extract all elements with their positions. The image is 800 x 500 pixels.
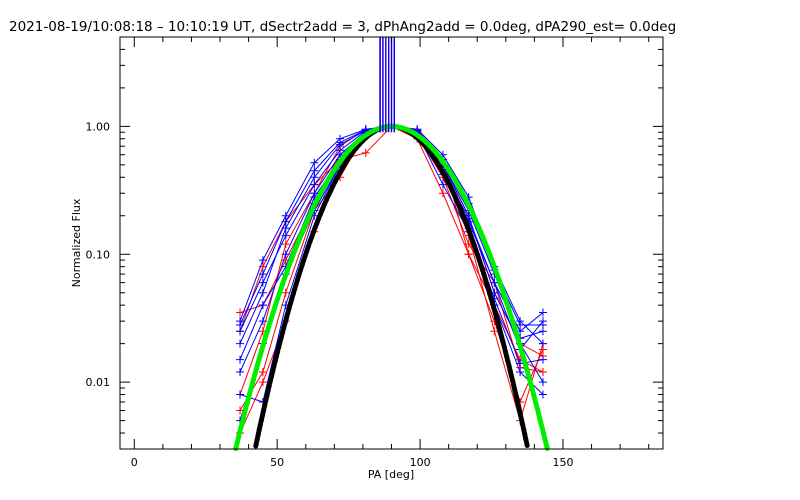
series-point-9 <box>281 231 290 240</box>
series-point-6 <box>281 250 290 259</box>
series-point-0 <box>438 189 447 198</box>
y-tick-label: 0.01 <box>86 376 111 389</box>
plot-area <box>233 37 550 452</box>
series-point-4 <box>236 308 245 317</box>
series-point-12 <box>281 217 290 226</box>
series-point-8 <box>438 180 447 189</box>
series-point-2 <box>281 240 290 249</box>
series-point-9 <box>258 278 267 287</box>
series-point-1 <box>281 288 290 297</box>
plot-frame <box>119 36 664 450</box>
series-point-7 <box>258 288 267 297</box>
series-point-7 <box>236 339 245 348</box>
x-tick-label: 100 <box>410 456 431 469</box>
series-point-3 <box>490 327 499 336</box>
series-point-10 <box>490 278 499 287</box>
series-point-7 <box>538 339 547 348</box>
series-point-10 <box>258 301 267 310</box>
x-axis-label: PA [deg] <box>368 468 414 481</box>
series-point-9 <box>310 180 319 189</box>
series-point-12 <box>236 320 245 329</box>
series-point-12 <box>538 320 547 329</box>
series-line-0 <box>239 125 544 373</box>
x-axis: 0 50 100 150 <box>131 37 650 469</box>
x-tick-label: 0 <box>131 456 138 469</box>
series-point-6 <box>258 317 267 326</box>
x-tick-label: 150 <box>552 456 573 469</box>
y-tick-label: 0.10 <box>86 248 111 261</box>
y-tick-label: 1.00 <box>86 120 111 133</box>
series-point-5 <box>310 158 319 167</box>
series-point-12 <box>310 166 319 175</box>
series-line-4 <box>239 125 544 373</box>
series-point-10 <box>236 355 245 364</box>
y-axis-label: Normalized Flux <box>70 198 83 287</box>
series-point-2 <box>464 250 473 259</box>
series-point-3 <box>258 378 267 387</box>
series-point-6 <box>538 378 547 387</box>
series-point-8 <box>538 390 547 399</box>
chart-title: 2021-08-19/10:08:18 – 10:10:19 UT, dSect… <box>9 19 676 35</box>
series-point-12 <box>516 320 525 329</box>
series-point-0 <box>361 148 370 157</box>
series-point-5 <box>258 256 267 265</box>
series-point-12 <box>336 138 345 147</box>
model-curve-1 <box>233 123 550 452</box>
series-point-12 <box>258 270 267 279</box>
series-point-8 <box>516 368 525 377</box>
series-point-11 <box>538 355 547 364</box>
series-point-4 <box>538 368 547 377</box>
model-curve-0 <box>253 123 530 449</box>
x-tick-label: 50 <box>270 456 284 469</box>
series-point-6 <box>236 368 245 377</box>
series-point-5 <box>538 308 547 317</box>
series-point-9 <box>336 146 345 155</box>
y-axis: 0.01 0.10 1.00 <box>86 36 663 450</box>
series-point-1 <box>258 368 267 377</box>
series-point-8 <box>236 390 245 399</box>
